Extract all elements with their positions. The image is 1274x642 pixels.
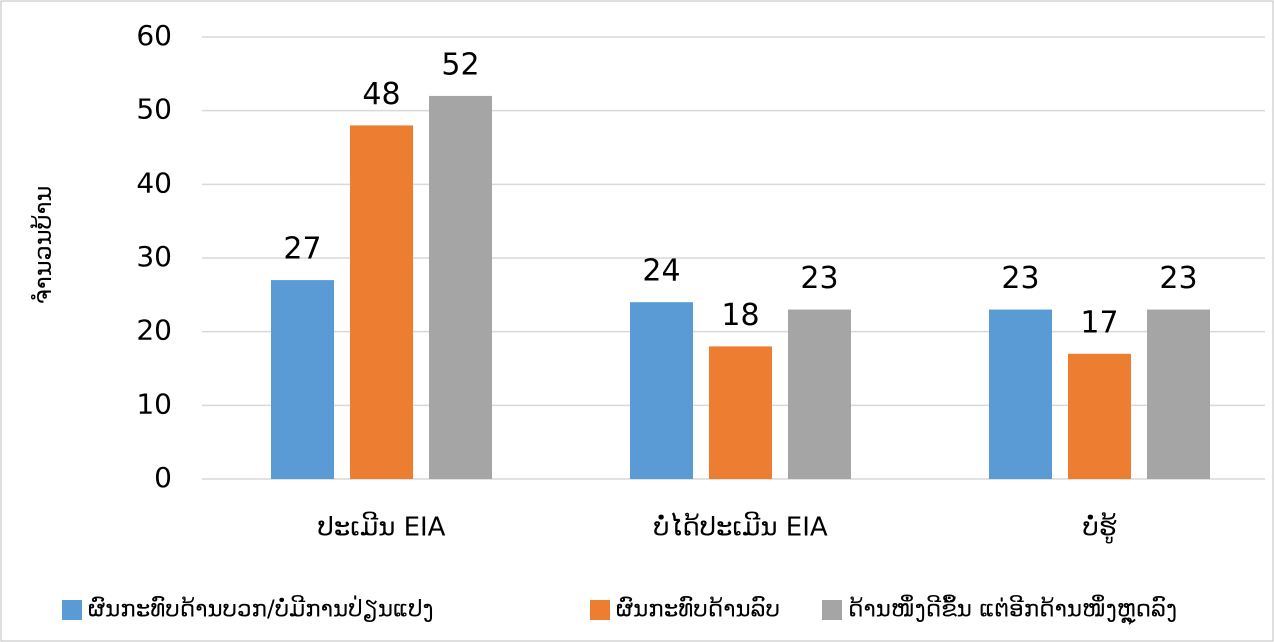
data-label: 48 xyxy=(362,77,400,112)
bar xyxy=(350,125,413,480)
data-label: 18 xyxy=(721,298,759,333)
data-label: 23 xyxy=(1001,261,1039,296)
bar xyxy=(630,302,693,479)
legend-label: ຜົນກະທົບດ້ານບວກ/ບໍ່ມີການປ່ຽນແປງ xyxy=(88,594,434,623)
data-label: 17 xyxy=(1080,305,1118,340)
data-label: 52 xyxy=(441,47,479,82)
data-label: 27 xyxy=(283,232,321,267)
y-tick-label: 30 xyxy=(136,240,172,273)
bar xyxy=(1068,353,1131,479)
legend-swatch xyxy=(822,600,842,620)
legend-label: ດ້ານໜຶ່ງດີຂຶ້ນ ແຕ່ອີກດ້ານໜຶ່ງຫຼຸດລົງ xyxy=(848,593,1177,625)
x-tick-label: ບໍ່ຮູ້ xyxy=(1082,510,1116,544)
y-tick-label: 0 xyxy=(154,461,172,494)
bar xyxy=(271,280,334,479)
legend-label: ຜົນກະທົບດ້ານລົບ xyxy=(616,595,780,622)
legend-swatch xyxy=(590,600,610,620)
bar xyxy=(429,95,492,479)
y-tick-label: 40 xyxy=(136,166,172,199)
y-tick-label: 20 xyxy=(136,314,172,347)
data-label: 23 xyxy=(800,261,838,296)
legend-swatch xyxy=(62,600,82,620)
bar xyxy=(989,309,1052,479)
y-tick-label: 10 xyxy=(136,387,172,420)
y-tick-label: 60 xyxy=(136,19,172,52)
x-tick-label: ບໍ່ໄດ້ປະເມີນ EIA xyxy=(653,511,828,543)
bar xyxy=(788,309,851,479)
y-axis-label: ຈຳນວນບ້ານ xyxy=(28,186,57,305)
bar xyxy=(709,346,772,479)
bar xyxy=(1147,309,1210,479)
y-tick-label: 50 xyxy=(136,93,172,126)
data-label: 24 xyxy=(642,254,680,289)
data-label: 23 xyxy=(1159,261,1197,296)
x-tick-label: ປະເມີນ EIA xyxy=(318,512,446,543)
